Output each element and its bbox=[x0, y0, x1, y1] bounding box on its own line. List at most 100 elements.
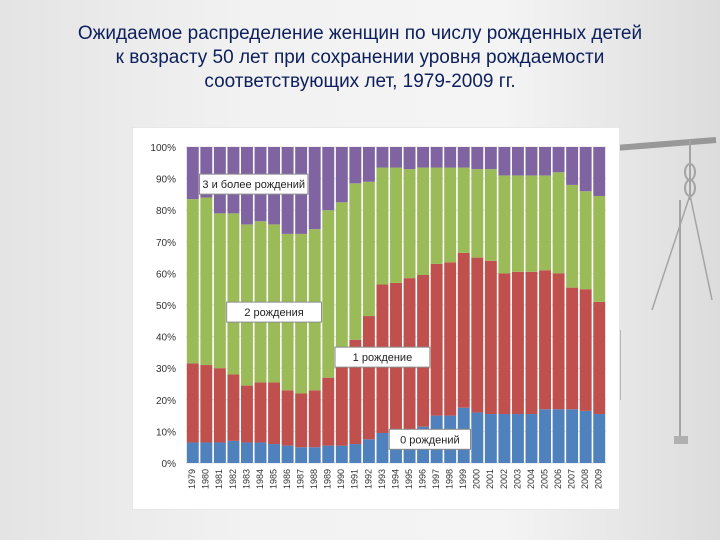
bar-segment-one bbox=[539, 270, 551, 410]
bar-segment-one bbox=[362, 316, 375, 440]
bar-segment-zero bbox=[213, 442, 226, 463]
bar-segment-one bbox=[186, 363, 199, 443]
bar-segment-three bbox=[471, 147, 484, 170]
bar-segment-zero bbox=[579, 410, 592, 463]
bar-segment-one bbox=[281, 390, 294, 446]
bar-segment-one bbox=[525, 271, 538, 415]
bar-segment-zero bbox=[511, 414, 524, 463]
bar-segment-two bbox=[322, 210, 335, 378]
bar-segment-one bbox=[511, 271, 524, 415]
bar-segment-zero bbox=[566, 409, 579, 463]
bar-segment-zero bbox=[349, 444, 362, 463]
bar-segment-two bbox=[362, 181, 375, 317]
bar-segment-two bbox=[335, 202, 348, 362]
bar-segment-zero bbox=[227, 440, 240, 463]
x-tick-label: 1994 bbox=[390, 469, 400, 489]
title-line-2: к возрасту 50 лет при сохранении уровня … bbox=[115, 47, 605, 68]
bar-segment-two bbox=[566, 184, 579, 288]
label-text: 0 рождений bbox=[400, 434, 460, 446]
bar-segment-three bbox=[200, 147, 213, 198]
bar-segment-one bbox=[227, 374, 240, 441]
y-tick-label: 60% bbox=[156, 269, 176, 280]
label-text: 3 и более рождений bbox=[202, 179, 305, 191]
bar-segment-two bbox=[186, 199, 199, 364]
bar-segment-three bbox=[444, 147, 457, 168]
bar-segment-zero bbox=[268, 444, 281, 463]
bar-segment-three bbox=[403, 147, 416, 170]
y-tick-label: 80% bbox=[156, 206, 176, 217]
label-box bbox=[334, 346, 431, 368]
x-tick-label: 1984 bbox=[255, 469, 265, 489]
x-tick-label: 1982 bbox=[228, 469, 238, 489]
bar-segment-zero bbox=[335, 445, 348, 463]
bar-segment-two bbox=[227, 213, 240, 375]
x-tick-label: 2000 bbox=[472, 469, 482, 489]
x-tick-label: 1999 bbox=[458, 469, 468, 489]
x-tick-label: 1981 bbox=[214, 469, 224, 489]
x-tick-label: 1985 bbox=[268, 469, 278, 489]
bar-segment-two bbox=[349, 183, 362, 340]
bar-segment-two bbox=[511, 175, 524, 272]
bar-segment-one bbox=[254, 382, 267, 443]
x-tick-label: 1989 bbox=[323, 469, 333, 489]
x-tick-label: 1998 bbox=[445, 469, 455, 489]
x-tick-label: 1987 bbox=[296, 469, 306, 489]
bar-segment-two bbox=[579, 191, 592, 290]
label-box bbox=[199, 173, 309, 195]
series-label-three: 3 и более рождений bbox=[199, 173, 309, 195]
bar-segment-two bbox=[471, 169, 484, 258]
bar-segment-three bbox=[579, 147, 592, 192]
x-tick-label: 2002 bbox=[499, 469, 509, 489]
x-tick-label: 1983 bbox=[241, 469, 251, 489]
bar-segment-three bbox=[430, 147, 443, 168]
bar-segment-zero bbox=[241, 442, 253, 463]
title-line-1: Ожидаемое распределение женщин по числу … bbox=[77, 23, 643, 44]
label-box bbox=[388, 428, 472, 450]
bar-segment-zero bbox=[200, 442, 213, 463]
x-tick-label: 2006 bbox=[553, 469, 563, 489]
bar-segment-two bbox=[430, 167, 443, 264]
x-tick-label: 2005 bbox=[539, 469, 549, 489]
bar-segment-two bbox=[213, 213, 226, 369]
y-tick-label: 30% bbox=[156, 364, 176, 375]
bar-segment-two bbox=[498, 175, 511, 274]
y-tick-label: 70% bbox=[156, 238, 176, 249]
bar-segment-zero bbox=[308, 447, 321, 463]
bar-segment-three bbox=[511, 147, 524, 176]
x-tick-label: 1991 bbox=[350, 469, 360, 489]
bar-segment-three bbox=[552, 147, 565, 173]
bar-segment-three bbox=[566, 147, 579, 185]
bar-segment-three bbox=[539, 147, 551, 176]
bar-segment-three bbox=[362, 147, 375, 182]
x-tick-label: 2003 bbox=[512, 469, 522, 489]
y-tick-label: 40% bbox=[156, 333, 176, 344]
bar-segment-zero bbox=[186, 442, 199, 463]
x-tick-label: 2009 bbox=[594, 469, 604, 489]
series-label-one: 1 рождение bbox=[334, 346, 431, 368]
bar-segment-two bbox=[552, 172, 565, 274]
bar-segment-one bbox=[498, 273, 511, 415]
bar-segment-one bbox=[471, 257, 484, 413]
y-tick-label: 20% bbox=[156, 396, 176, 407]
bar-segment-two bbox=[484, 169, 497, 261]
bar-segment-three bbox=[525, 147, 538, 176]
bar-segment-two bbox=[403, 169, 416, 279]
bar-segment-two bbox=[593, 195, 606, 302]
series-label-two: 2 рождения bbox=[226, 301, 322, 323]
bar-segment-one bbox=[593, 301, 606, 415]
bar-segment-one bbox=[349, 339, 362, 445]
title-line-3: соответствующих лет, 1979-2009 гг. bbox=[204, 71, 516, 92]
bar-segment-zero bbox=[525, 414, 538, 463]
bar-segment-zero bbox=[281, 445, 294, 463]
x-tick-label: 1990 bbox=[336, 469, 346, 489]
x-tick-label: 1995 bbox=[404, 469, 414, 489]
bar-segment-one bbox=[430, 263, 443, 416]
series-label-zero: 0 рождений bbox=[388, 428, 472, 450]
bar-segment-zero bbox=[295, 447, 308, 463]
bar-segment-two bbox=[376, 167, 389, 285]
bar-segment-three bbox=[335, 147, 348, 203]
bar-segment-three bbox=[349, 147, 362, 184]
bar-segment-three bbox=[390, 147, 402, 168]
y-tick-label: 50% bbox=[156, 301, 176, 312]
bar-segment-three bbox=[322, 147, 335, 211]
